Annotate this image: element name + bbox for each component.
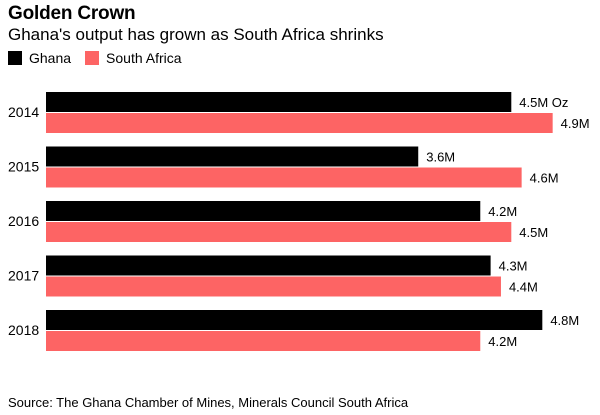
- bar-south-africa: [46, 331, 481, 351]
- legend: Ghana South Africa: [8, 50, 196, 66]
- data-label: 4.9M: [561, 116, 590, 131]
- bar-ghana: [46, 146, 419, 167]
- bar-south-africa: [46, 222, 512, 242]
- legend-item-south-africa: South Africa: [85, 50, 182, 66]
- data-label: 4.5M: [519, 225, 548, 240]
- bar-south-africa: [46, 167, 522, 188]
- bar-south-africa: [46, 113, 553, 133]
- data-label: 4.6M: [530, 171, 559, 186]
- source-note: Source: The Ghana Chamber of Mines, Mine…: [8, 395, 409, 410]
- y-tick-label: 2016: [8, 213, 39, 229]
- data-label: 3.6M: [426, 150, 455, 165]
- y-tick-label: 2015: [8, 159, 39, 175]
- bar-ghana: [46, 255, 491, 276]
- bar-south-africa: [46, 276, 501, 297]
- data-label: 4.2M: [488, 334, 517, 349]
- bar-ghana: [46, 92, 512, 112]
- data-label: 4.5M Oz: [519, 95, 568, 110]
- legend-swatch-south-africa: [85, 51, 100, 65]
- data-label: 4.4M: [509, 280, 538, 295]
- legend-label-ghana: Ghana: [29, 50, 72, 66]
- legend-item-ghana: Ghana: [8, 50, 71, 66]
- y-tick-label: 2017: [8, 268, 39, 284]
- data-label: 4.8M: [550, 313, 579, 328]
- chart-subtitle: Ghana's output has grown as South Africa…: [8, 25, 384, 44]
- legend-swatch-ghana: [8, 51, 22, 65]
- y-tick-label: 2014: [8, 104, 39, 120]
- legend-label-south-africa: South Africa: [106, 50, 182, 66]
- y-tick-label: 2018: [8, 322, 39, 338]
- data-label: 4.3M: [499, 259, 528, 274]
- bar-ghana: [46, 310, 543, 330]
- chart-title: Golden Crown: [8, 3, 136, 24]
- bar-ghana: [46, 201, 481, 221]
- data-label: 4.2M: [488, 204, 517, 219]
